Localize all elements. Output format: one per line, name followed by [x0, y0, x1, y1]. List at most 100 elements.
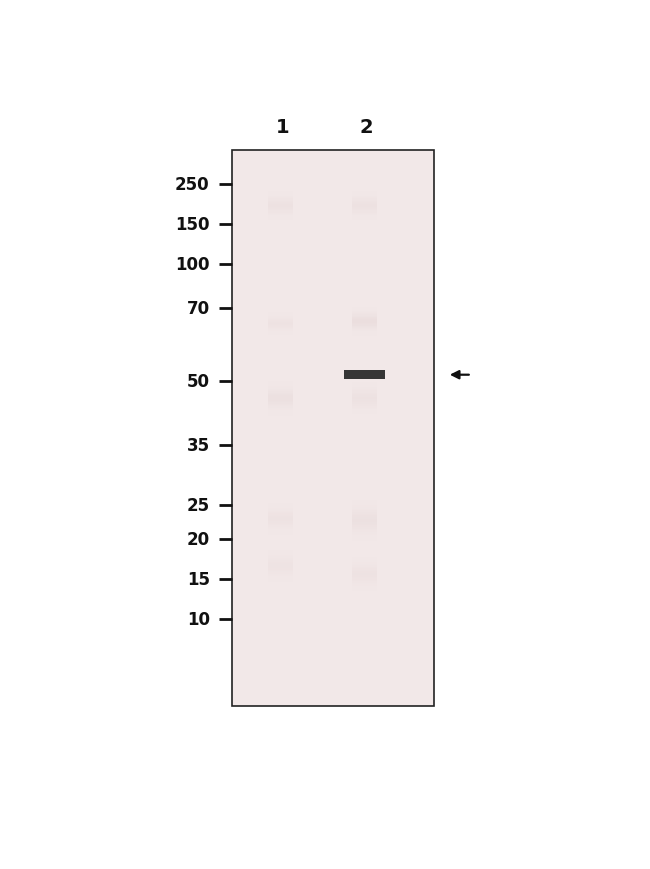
Bar — [268, 215, 293, 216]
Bar — [352, 202, 377, 204]
Bar — [352, 322, 377, 323]
Bar — [268, 191, 293, 193]
Bar — [268, 560, 293, 561]
Bar — [268, 190, 293, 191]
Bar — [268, 199, 293, 200]
Bar — [352, 222, 377, 223]
Bar — [352, 401, 377, 402]
Bar — [352, 212, 377, 214]
Bar — [268, 188, 293, 189]
Bar — [268, 220, 293, 221]
Bar — [268, 219, 293, 220]
Text: 150: 150 — [176, 216, 210, 234]
Bar — [352, 317, 377, 318]
Bar — [268, 379, 293, 380]
Bar — [268, 507, 293, 508]
Bar — [352, 196, 377, 198]
Bar — [268, 553, 293, 554]
Bar — [268, 580, 293, 582]
Text: 1: 1 — [276, 118, 289, 137]
Bar — [352, 533, 377, 534]
Bar — [352, 188, 377, 189]
Bar — [268, 331, 293, 332]
Bar — [352, 379, 377, 380]
Bar — [268, 577, 293, 578]
Bar — [352, 404, 377, 405]
Bar — [352, 321, 377, 322]
Bar — [352, 589, 377, 590]
Bar — [352, 387, 377, 388]
Bar — [352, 409, 377, 411]
Bar — [268, 511, 293, 513]
Bar — [268, 504, 293, 506]
Bar — [268, 223, 293, 225]
Bar — [268, 578, 293, 580]
Bar — [352, 193, 377, 194]
Bar — [268, 562, 293, 563]
Bar — [352, 312, 377, 313]
Bar — [268, 535, 293, 536]
Bar — [352, 411, 377, 412]
Bar — [268, 321, 293, 322]
Bar — [352, 570, 377, 572]
Bar — [268, 211, 293, 212]
Bar — [268, 385, 293, 387]
Bar — [352, 215, 377, 216]
Bar — [268, 322, 293, 323]
Bar — [268, 324, 293, 325]
Bar — [268, 395, 293, 396]
Bar — [352, 219, 377, 220]
Bar — [344, 371, 385, 380]
Bar — [268, 318, 293, 319]
Bar — [352, 336, 377, 337]
Text: 2: 2 — [359, 118, 372, 137]
Bar — [268, 407, 293, 408]
Bar — [268, 332, 293, 333]
Bar — [268, 523, 293, 525]
Bar — [268, 518, 293, 519]
Bar — [352, 308, 377, 309]
Bar — [268, 334, 293, 335]
Bar — [352, 561, 377, 563]
Bar — [268, 573, 293, 574]
Bar — [268, 194, 293, 196]
Bar — [268, 333, 293, 334]
Bar — [352, 499, 377, 501]
Bar — [268, 515, 293, 516]
Bar — [268, 528, 293, 530]
Bar — [268, 394, 293, 395]
Bar — [268, 193, 293, 194]
Bar — [233, 151, 434, 706]
Bar — [352, 223, 377, 225]
Bar — [268, 575, 293, 577]
Text: 25: 25 — [187, 497, 210, 514]
Bar — [352, 210, 377, 211]
Bar — [352, 217, 377, 219]
Bar — [268, 335, 293, 336]
Bar — [352, 206, 377, 208]
Bar — [268, 221, 293, 222]
Bar — [352, 329, 377, 331]
Bar — [352, 511, 377, 513]
Bar — [352, 564, 377, 566]
Bar — [352, 519, 377, 521]
Bar — [268, 400, 293, 401]
Bar — [352, 408, 377, 409]
Bar — [268, 214, 293, 215]
Bar — [352, 334, 377, 335]
Bar — [352, 396, 377, 397]
Bar — [352, 323, 377, 324]
Bar — [352, 592, 377, 594]
Bar — [268, 319, 293, 321]
Bar — [352, 536, 377, 538]
Bar — [352, 315, 377, 316]
Bar — [268, 513, 293, 514]
Text: 35: 35 — [187, 436, 210, 454]
Bar — [352, 199, 377, 200]
Bar — [352, 395, 377, 396]
Bar — [352, 507, 377, 509]
Bar — [268, 565, 293, 566]
Bar — [352, 407, 377, 408]
Bar — [268, 563, 293, 565]
Bar — [268, 558, 293, 560]
